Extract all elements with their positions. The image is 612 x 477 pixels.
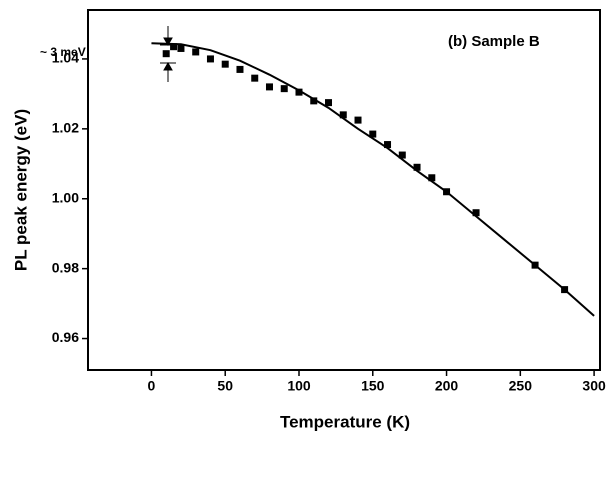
data-point: [428, 174, 436, 182]
data-point: [265, 83, 273, 91]
x-tick-label: 50: [217, 378, 233, 394]
y-tick-label: 1.04: [52, 50, 79, 66]
fit-line: [151, 42, 595, 317]
data-point: [325, 99, 333, 107]
data-point: [280, 85, 288, 93]
x-axis-label: Temperature (K): [280, 412, 410, 431]
data-point: [295, 88, 303, 96]
x-tick-label: 150: [361, 378, 385, 394]
data-point: [221, 60, 229, 68]
plot-frame: [87, 9, 601, 371]
data-point: [384, 141, 392, 149]
annotation: ~ 3 meV: [40, 45, 86, 59]
data-point: [369, 130, 377, 138]
data-point: [339, 111, 347, 119]
y-tick-label: 0.96: [52, 329, 79, 345]
x-tick-label: 200: [435, 378, 459, 394]
data-point: [354, 116, 362, 124]
y-tick-label: 0.98: [52, 259, 79, 275]
data-point: [413, 163, 421, 171]
annotation: (b) Sample B: [448, 33, 540, 50]
data-point: [236, 65, 244, 73]
data-point: [162, 50, 170, 58]
data-point: [177, 44, 185, 52]
y-axis-label: PL peak energy (eV): [11, 109, 30, 271]
x-tick-label: 300: [582, 378, 606, 394]
data-point: [472, 209, 480, 217]
x-tick-label: 250: [509, 378, 533, 394]
x-tick-label: 100: [287, 378, 311, 394]
x-tick-label: 0: [148, 378, 156, 394]
data-point: [251, 74, 259, 82]
data-point: [398, 151, 406, 159]
data-point: [170, 43, 178, 51]
data-point: [206, 55, 214, 63]
data-point: [192, 48, 200, 56]
y-tick-label: 1.02: [52, 120, 79, 136]
y-tick-label: 1.00: [52, 189, 79, 205]
data-point: [310, 97, 318, 105]
